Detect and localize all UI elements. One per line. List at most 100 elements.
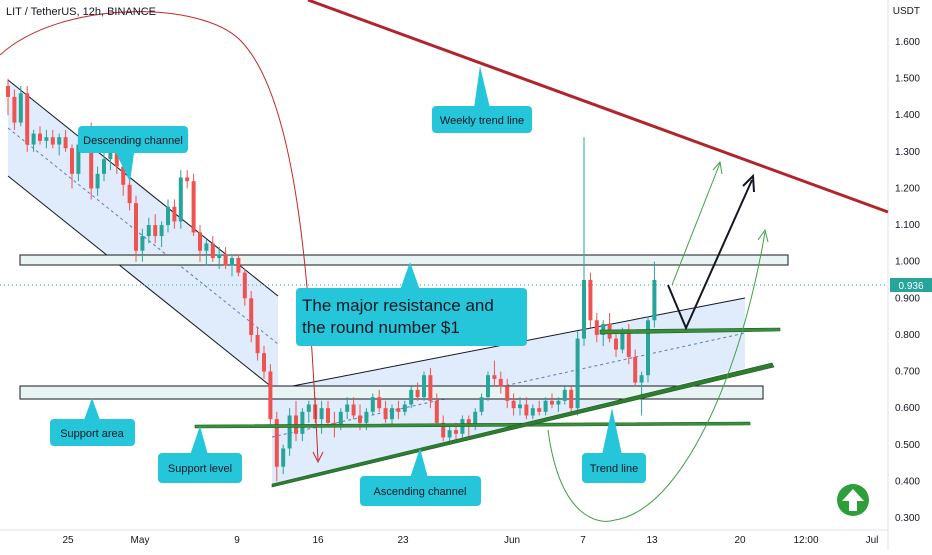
candle-body bbox=[614, 338, 618, 350]
candle-body bbox=[198, 232, 202, 251]
candle-body bbox=[537, 408, 542, 412]
candle-body bbox=[447, 430, 452, 438]
candle-body bbox=[178, 177, 183, 222]
candle-body bbox=[626, 331, 631, 357]
y-tick-label: 0.800 bbox=[895, 330, 920, 341]
candle-body bbox=[114, 151, 119, 167]
x-tick-label: 13 bbox=[646, 535, 658, 546]
descending-channel-lower bbox=[7, 175, 279, 393]
price-unit: USDT bbox=[892, 6, 920, 17]
candle-body bbox=[543, 400, 548, 412]
candle-body bbox=[524, 404, 529, 416]
candle-body bbox=[306, 404, 311, 412]
candle-body bbox=[287, 415, 292, 449]
svg-text:Support level: Support level bbox=[168, 463, 232, 475]
arrow-up-icon bbox=[842, 489, 864, 511]
callout-support-area: Support area bbox=[50, 398, 135, 446]
y-tick-label: 0.900 bbox=[895, 293, 920, 304]
candle-body bbox=[102, 159, 106, 174]
chart-title: LIT / TetherUS, 12h, BINANCE bbox=[6, 6, 156, 18]
y-tick-label: 1.200 bbox=[895, 183, 920, 194]
candle-body bbox=[409, 389, 414, 405]
x-tick-label: 16 bbox=[312, 535, 324, 546]
candle-body bbox=[652, 280, 657, 321]
x-tick-label: 23 bbox=[397, 535, 409, 546]
candle-body bbox=[511, 400, 516, 409]
projection-arrow-green bbox=[671, 162, 721, 286]
candle-body bbox=[76, 144, 81, 174]
weekly-trend-line bbox=[307, 0, 889, 214]
candle-body bbox=[262, 353, 266, 372]
candle-body bbox=[12, 96, 17, 123]
arrow-head-black bbox=[742, 173, 755, 193]
candle-body bbox=[185, 177, 190, 182]
svg-text:0.936: 0.936 bbox=[898, 281, 923, 292]
callout-major-resistance: The major resistance and the round numbe… bbox=[296, 262, 527, 346]
callout-descending: Descending channel bbox=[78, 126, 188, 182]
candle-body bbox=[569, 389, 574, 409]
svg-text:Support area: Support area bbox=[60, 428, 124, 440]
y-tick-label: 1.300 bbox=[895, 147, 920, 158]
candle-body bbox=[31, 133, 36, 145]
svg-text:Trend line: Trend line bbox=[590, 463, 639, 475]
candle-body bbox=[351, 404, 356, 416]
candle-body bbox=[63, 137, 68, 149]
candle-body bbox=[639, 375, 644, 383]
candle-body bbox=[249, 298, 254, 335]
candle-body bbox=[473, 411, 478, 427]
projection-path-black bbox=[667, 179, 753, 331]
candle-body bbox=[281, 448, 286, 467]
y-tick-label: 1.000 bbox=[895, 257, 920, 268]
candle-body bbox=[492, 375, 497, 379]
callout-support-level: Support level bbox=[158, 426, 242, 483]
candle-body bbox=[633, 356, 638, 383]
candle-body bbox=[479, 397, 484, 412]
current-price-label: 0.936 bbox=[890, 278, 932, 292]
candle-body bbox=[89, 129, 94, 189]
candle-body bbox=[217, 254, 222, 259]
arc-arrowhead-red bbox=[312, 451, 324, 464]
candle-body bbox=[588, 280, 593, 321]
candle-body bbox=[319, 408, 324, 420]
svg-text:Descending channel: Descending channel bbox=[83, 135, 183, 147]
candle-body bbox=[44, 137, 49, 141]
y-tick-label: 1.600 bbox=[895, 37, 920, 48]
svg-text:Weekly trend line: Weekly trend line bbox=[440, 115, 524, 127]
ascending-channel-mid bbox=[271, 332, 746, 438]
candle-body bbox=[486, 375, 490, 398]
y-tick-label: 1.100 bbox=[895, 220, 920, 231]
candle-body bbox=[377, 397, 382, 409]
candle-body bbox=[575, 338, 580, 409]
candle-body bbox=[402, 404, 407, 412]
arc-arrowhead-green bbox=[757, 228, 769, 243]
candle-body bbox=[530, 408, 535, 416]
candle-body bbox=[422, 375, 426, 398]
candle-body bbox=[466, 419, 471, 427]
x-tick-label: 9 bbox=[234, 535, 240, 546]
candle-body bbox=[415, 389, 420, 398]
candle-body bbox=[38, 133, 42, 141]
y-tick-label: 0.300 bbox=[895, 513, 920, 524]
candle-body bbox=[242, 272, 247, 299]
time-axis[interactable]: 25 May 9 16 23 Jun 7 13 20 12:00 Jul bbox=[62, 535, 878, 546]
candle-body bbox=[70, 148, 74, 174]
price-axis[interactable]: 1.600 1.500 1.400 1.300 1.200 1.100 1.000 0.900… bbox=[895, 37, 920, 524]
candle-body bbox=[498, 378, 503, 387]
candle-body bbox=[326, 408, 330, 423]
x-tick-label: 20 bbox=[734, 535, 746, 546]
y-tick-label: 0.700 bbox=[895, 367, 920, 378]
y-tick-label: 0.500 bbox=[895, 440, 920, 451]
candle-body bbox=[236, 258, 241, 273]
candle-body bbox=[601, 323, 606, 335]
candle-body bbox=[172, 206, 177, 222]
candle-body bbox=[166, 206, 170, 226]
candle-body bbox=[390, 408, 394, 420]
candle-body bbox=[562, 389, 567, 401]
boost-button[interactable] bbox=[837, 484, 869, 516]
ascending-trend-line bbox=[271, 362, 775, 488]
candle-body bbox=[338, 411, 343, 427]
candle-body bbox=[140, 236, 145, 251]
candle-body bbox=[364, 411, 369, 423]
x-tick-label: Jul bbox=[866, 535, 879, 546]
